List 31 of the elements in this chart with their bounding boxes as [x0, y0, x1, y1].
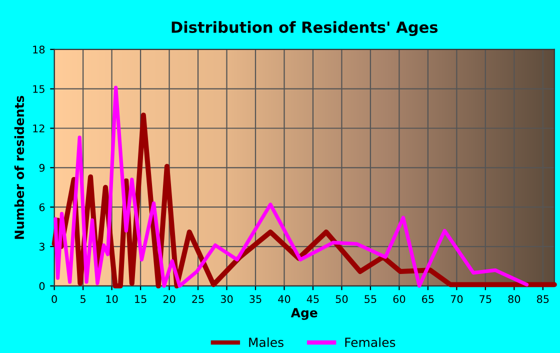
chart-title: Distribution of Residents' Ages: [172, 21, 438, 36]
x-tick-label: 25: [192, 295, 204, 304]
x-tick-label: 20: [163, 295, 176, 304]
x-tick-label: 85: [536, 295, 549, 304]
x-tick-label: 0: [52, 295, 57, 304]
x-tick-label: 60: [393, 295, 406, 304]
x-tick-label: 40: [278, 295, 290, 304]
y-tick-label: 3: [39, 242, 44, 251]
legend-label: Females: [345, 337, 396, 348]
x-tick-label: 70: [450, 295, 463, 304]
y-tick-label: 6: [39, 203, 45, 212]
x-tick-label: 65: [422, 295, 434, 304]
x-tick-label: 45: [306, 295, 319, 304]
y-tick-label: 12: [33, 124, 44, 132]
y-tick-label: 9: [39, 164, 45, 172]
x-tick-label: 30: [220, 295, 233, 304]
x-axis-title: Age: [290, 308, 318, 320]
x-tick-label: 5: [80, 295, 86, 304]
line-series: [54, 86, 529, 288]
x-tick-label: 50: [336, 295, 348, 304]
legend-label: Males: [249, 337, 284, 348]
x-tick-label: 75: [480, 295, 492, 304]
y-axis-title: Number of residents: [14, 96, 24, 239]
x-tick-label: 35: [250, 295, 262, 304]
x-tick-label: 15: [135, 295, 146, 304]
y-tick-label: 0: [39, 282, 45, 290]
y-tick-label: 15: [33, 85, 44, 93]
x-tick-label: 80: [508, 295, 520, 304]
x-tick-label: 55: [364, 295, 376, 304]
y-tick-label: 18: [33, 46, 45, 54]
x-tick-label: 10: [106, 295, 118, 304]
